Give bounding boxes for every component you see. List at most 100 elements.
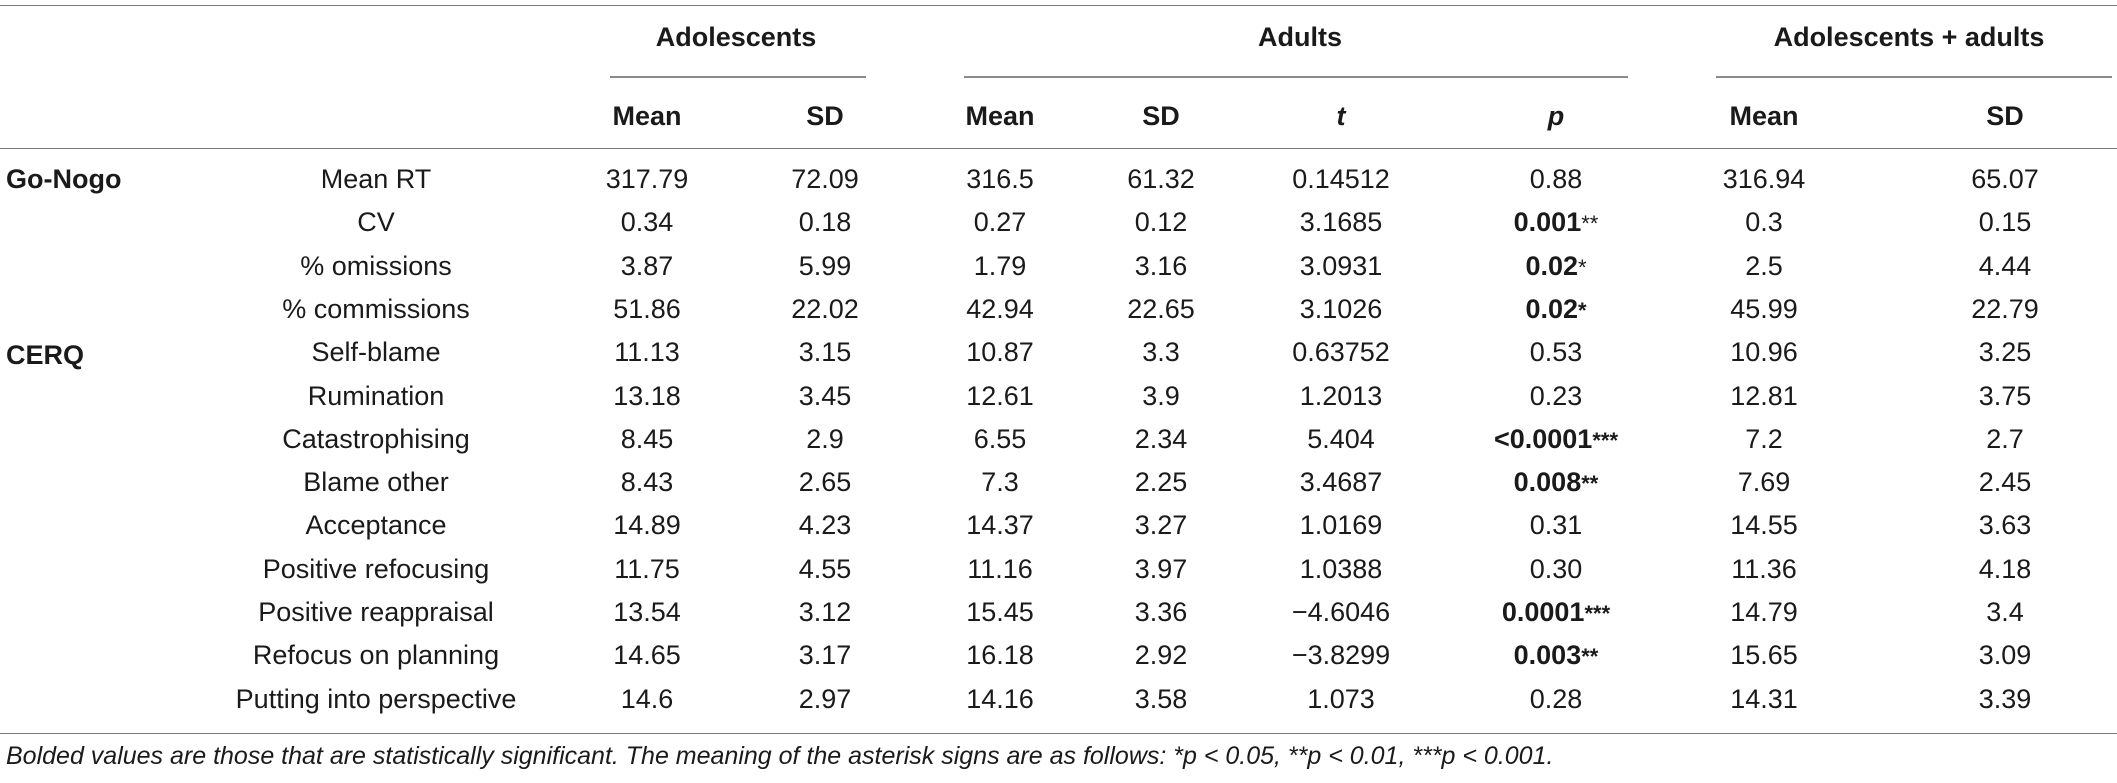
cell-adult-sd: 3.27	[1134, 510, 1188, 540]
cell-p: 0.008**	[1514, 465, 1599, 501]
cell-label: Mean RT	[320, 164, 432, 194]
cell-adult-mean: 11.16	[967, 554, 1033, 584]
cell-adol-sd: 4.55	[798, 554, 852, 584]
cell-adol-sd: 3.12	[798, 597, 852, 627]
cell-comb-mean: 15.65	[1730, 640, 1798, 670]
cell-adult-sd: 3.3	[1142, 337, 1180, 367]
cell-comb-mean: 7.69	[1737, 467, 1791, 497]
cell-adult-mean: 16.18	[966, 640, 1034, 670]
p-value: 0.30	[1529, 554, 1583, 584]
cell-adult-mean: 14.37	[966, 510, 1034, 540]
col-header-adol-sd: SD	[806, 101, 844, 131]
cell-p: <0.0001***	[1494, 422, 1618, 458]
cell-adult-sd: 22.65	[1127, 294, 1195, 324]
col-header-adult-mean: Mean	[965, 101, 1035, 131]
cell-comb-mean: 14.55	[1730, 510, 1798, 540]
cell-comb-sd: 3.09	[1978, 640, 2032, 670]
cell-comb-mean: 45.99	[1730, 294, 1798, 324]
cell-adult-mean: 15.45	[966, 597, 1034, 627]
group-underline-adults	[964, 76, 1628, 78]
cell-adol-sd: 3.45	[798, 381, 852, 411]
section-label-cerq: CERQ	[6, 340, 85, 370]
cell-comb-mean: 10.96	[1730, 337, 1798, 367]
cell-comb-mean: 12.81	[1730, 381, 1798, 411]
cell-label: Refocus on planning	[252, 640, 500, 670]
cell-adult-mean: 10.87	[966, 337, 1034, 367]
col-header-adult-sd: SD	[1142, 101, 1180, 131]
group-underline-combined	[1716, 76, 2112, 78]
cell-adol-mean: 3.87	[620, 251, 674, 281]
cell-t: 3.4687	[1299, 467, 1383, 497]
p-value: 0.88	[1529, 164, 1583, 194]
cell-comb-sd: 2.7	[1986, 424, 2024, 454]
cell-comb-mean: 316.94	[1722, 164, 1806, 194]
p-value: 0.0001	[1501, 597, 1585, 627]
cell-comb-sd: 3.63	[1978, 510, 2032, 540]
cell-comb-sd: 0.15	[1978, 207, 2032, 237]
p-value: 0.53	[1529, 337, 1583, 367]
p-value: 0.02	[1525, 294, 1578, 324]
cell-comb-sd: 4.44	[1978, 251, 2032, 281]
significance-stars: *	[1578, 298, 1587, 323]
p-value: 0.31	[1529, 510, 1583, 540]
group-underline-adolescents	[610, 76, 866, 78]
cell-p: 0.02*	[1525, 292, 1586, 328]
col-header-adol-mean: Mean	[612, 101, 682, 131]
p-value: 0.008	[1513, 467, 1582, 497]
cell-adol-mean: 8.43	[620, 467, 674, 497]
cell-t: 3.1026	[1299, 294, 1383, 324]
cell-adol-mean: 11.75	[614, 554, 680, 584]
header-bottom-rule	[0, 148, 2117, 149]
p-value: <0.0001	[1493, 424, 1593, 454]
group-header-adolescents: Adolescents	[655, 22, 817, 52]
cell-t: 3.1685	[1299, 207, 1383, 237]
section-label-gonogo: Go-Nogo	[6, 164, 122, 194]
cell-adol-mean: 13.54	[613, 597, 681, 627]
cell-adol-sd: 0.18	[798, 207, 852, 237]
cell-adol-sd: 72.09	[791, 164, 859, 194]
cell-adult-mean: 12.61	[966, 381, 1034, 411]
cell-adol-mean: 0.34	[620, 207, 674, 237]
cell-comb-sd: 4.18	[1978, 554, 2032, 584]
cell-t: 0.14512	[1292, 164, 1390, 194]
cell-adult-mean: 6.55	[973, 424, 1027, 454]
group-header-adults: Adults	[1258, 22, 1342, 52]
p-value: 0.003	[1513, 640, 1582, 670]
cell-adol-sd: 2.97	[798, 684, 852, 714]
cell-t: 1.073	[1307, 684, 1375, 714]
cell-adol-sd: 3.15	[798, 337, 852, 367]
cell-adult-sd: 61.32	[1127, 164, 1195, 194]
col-header-t: t	[1336, 101, 1346, 131]
cell-adult-mean: 0.27	[973, 207, 1027, 237]
cell-p: 0.001**	[1514, 205, 1599, 241]
cell-adult-sd: 3.36	[1134, 597, 1188, 627]
table-bottom-rule	[0, 733, 2117, 734]
cell-label: Catastrophising	[282, 424, 470, 454]
cell-adol-mean: 51.86	[613, 294, 681, 324]
cell-adult-mean: 14.16	[966, 684, 1034, 714]
cell-t: 1.2013	[1299, 381, 1383, 411]
cell-adol-sd: 22.02	[791, 294, 859, 324]
cell-t: −3.8299	[1291, 640, 1391, 670]
p-value: 0.23	[1529, 381, 1583, 411]
cell-adol-sd: 5.99	[798, 251, 852, 281]
cell-t: 0.63752	[1292, 337, 1390, 367]
cell-p: 0.02*	[1525, 249, 1586, 285]
group-header-combined: Adolescents + adults	[1773, 22, 2045, 52]
col-header-p: p	[1547, 101, 1565, 131]
cell-adult-sd: 2.34	[1134, 424, 1188, 454]
cell-adol-mean: 317.79	[605, 164, 689, 194]
cell-comb-sd: 3.25	[1978, 337, 2032, 367]
cell-label: % commissions	[282, 294, 470, 324]
cell-adol-mean: 11.13	[614, 337, 680, 367]
cell-comb-sd: 22.79	[1971, 294, 2039, 324]
cell-label: % omissions	[300, 251, 452, 281]
col-header-comb-sd: SD	[1986, 101, 2024, 131]
cell-comb-sd: 3.39	[1978, 684, 2032, 714]
cell-comb-mean: 2.5	[1745, 251, 1783, 281]
cell-adol-sd: 3.17	[798, 640, 852, 670]
cell-adult-mean: 1.79	[973, 251, 1027, 281]
table-top-rule	[0, 5, 2117, 6]
cell-label: Acceptance	[305, 510, 447, 540]
cell-adol-sd: 2.65	[798, 467, 852, 497]
